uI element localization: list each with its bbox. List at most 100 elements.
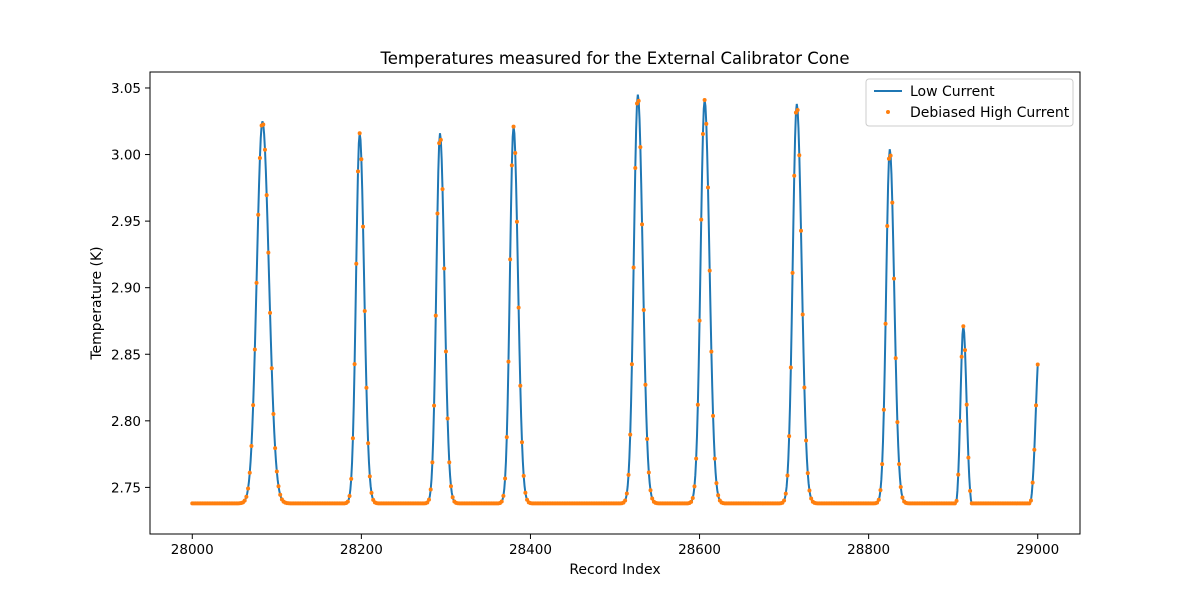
data-point bbox=[709, 349, 714, 354]
data-point bbox=[437, 141, 442, 146]
data-point bbox=[883, 321, 888, 326]
data-point bbox=[702, 97, 707, 102]
data-point bbox=[438, 137, 443, 142]
y-axis-label: Temperature (K) bbox=[89, 246, 105, 360]
data-point bbox=[807, 488, 812, 493]
data-point bbox=[628, 432, 633, 437]
data-point bbox=[878, 488, 883, 493]
data-point bbox=[523, 490, 528, 495]
data-point bbox=[697, 318, 702, 323]
data-point bbox=[782, 498, 787, 503]
data-point bbox=[364, 385, 369, 390]
data-point bbox=[959, 354, 964, 359]
data-point bbox=[957, 419, 962, 424]
data-point bbox=[262, 147, 267, 152]
data-point bbox=[648, 488, 653, 493]
y-tick-label: 2.75 bbox=[111, 480, 141, 496]
data-point bbox=[1028, 498, 1033, 503]
data-point bbox=[900, 495, 905, 500]
data-point bbox=[968, 488, 973, 493]
data-point bbox=[252, 347, 257, 352]
data-point bbox=[783, 491, 788, 496]
data-point bbox=[645, 437, 650, 442]
data-point bbox=[513, 151, 518, 156]
data-point bbox=[626, 472, 631, 477]
data-point bbox=[435, 211, 440, 216]
data-point bbox=[355, 169, 360, 174]
data-point bbox=[501, 493, 506, 498]
data-point bbox=[795, 108, 800, 113]
data-point bbox=[885, 224, 890, 229]
data-point bbox=[425, 500, 430, 505]
data-point bbox=[699, 217, 704, 222]
data-point bbox=[694, 456, 699, 461]
data-point bbox=[261, 122, 266, 127]
data-point bbox=[352, 362, 357, 367]
data-point bbox=[271, 411, 276, 416]
data-point bbox=[876, 497, 881, 502]
data-point bbox=[809, 496, 814, 501]
data-point bbox=[646, 470, 651, 475]
data-point bbox=[367, 474, 372, 479]
data-point bbox=[964, 402, 969, 407]
data-point bbox=[1032, 447, 1037, 452]
data-point bbox=[506, 359, 511, 364]
series-layer bbox=[190, 94, 1040, 506]
data-point bbox=[714, 481, 719, 486]
data-point bbox=[443, 349, 448, 354]
data-point bbox=[266, 250, 271, 255]
data-point bbox=[623, 498, 628, 503]
data-point bbox=[276, 484, 281, 489]
data-point bbox=[886, 156, 891, 161]
data-point bbox=[892, 276, 896, 281]
data-point bbox=[445, 416, 450, 421]
data-point bbox=[1035, 362, 1040, 367]
data-point bbox=[898, 484, 903, 489]
data-point bbox=[788, 365, 793, 370]
data-point bbox=[890, 200, 895, 205]
x-tick-label: 28200 bbox=[340, 542, 383, 558]
data-point bbox=[503, 476, 508, 481]
data-point bbox=[800, 312, 805, 317]
data-point bbox=[643, 382, 648, 387]
data-point bbox=[433, 313, 438, 318]
data-point bbox=[345, 499, 350, 504]
data-point bbox=[440, 187, 445, 192]
data-point bbox=[511, 124, 516, 129]
data-point bbox=[362, 309, 367, 314]
data-point bbox=[357, 131, 362, 136]
data-point bbox=[689, 499, 694, 504]
data-point bbox=[638, 145, 643, 150]
x-tick-label: 28000 bbox=[171, 542, 214, 558]
data-point bbox=[269, 366, 274, 371]
plot-frame bbox=[149, 71, 1081, 535]
plot-area bbox=[150, 72, 1080, 534]
data-point bbox=[247, 470, 252, 475]
data-point bbox=[508, 257, 513, 262]
data-point bbox=[963, 348, 968, 353]
data-point bbox=[361, 224, 366, 229]
data-point bbox=[514, 219, 519, 224]
data-point bbox=[251, 403, 256, 408]
data-point bbox=[349, 476, 354, 481]
data-point bbox=[692, 484, 697, 489]
data-point bbox=[641, 308, 646, 313]
data-point bbox=[636, 98, 641, 103]
data-point bbox=[430, 460, 435, 465]
x-axis-label: Record Index bbox=[569, 562, 660, 578]
x-tick-label: 29000 bbox=[1016, 542, 1059, 558]
series-debiased-high-current bbox=[190, 97, 1040, 506]
data-point bbox=[805, 471, 810, 476]
data-point bbox=[700, 131, 705, 136]
data-point bbox=[785, 473, 790, 478]
data-point bbox=[790, 270, 795, 275]
data-point bbox=[888, 153, 893, 158]
legend-label-debiased-high-current: Debiased High Current bbox=[910, 105, 1070, 121]
data-point bbox=[797, 153, 802, 158]
y-tick-label: 3.05 bbox=[111, 81, 141, 97]
data-point bbox=[1034, 403, 1039, 408]
data-point bbox=[518, 383, 523, 388]
data-point bbox=[712, 456, 717, 461]
data-point bbox=[244, 494, 249, 499]
